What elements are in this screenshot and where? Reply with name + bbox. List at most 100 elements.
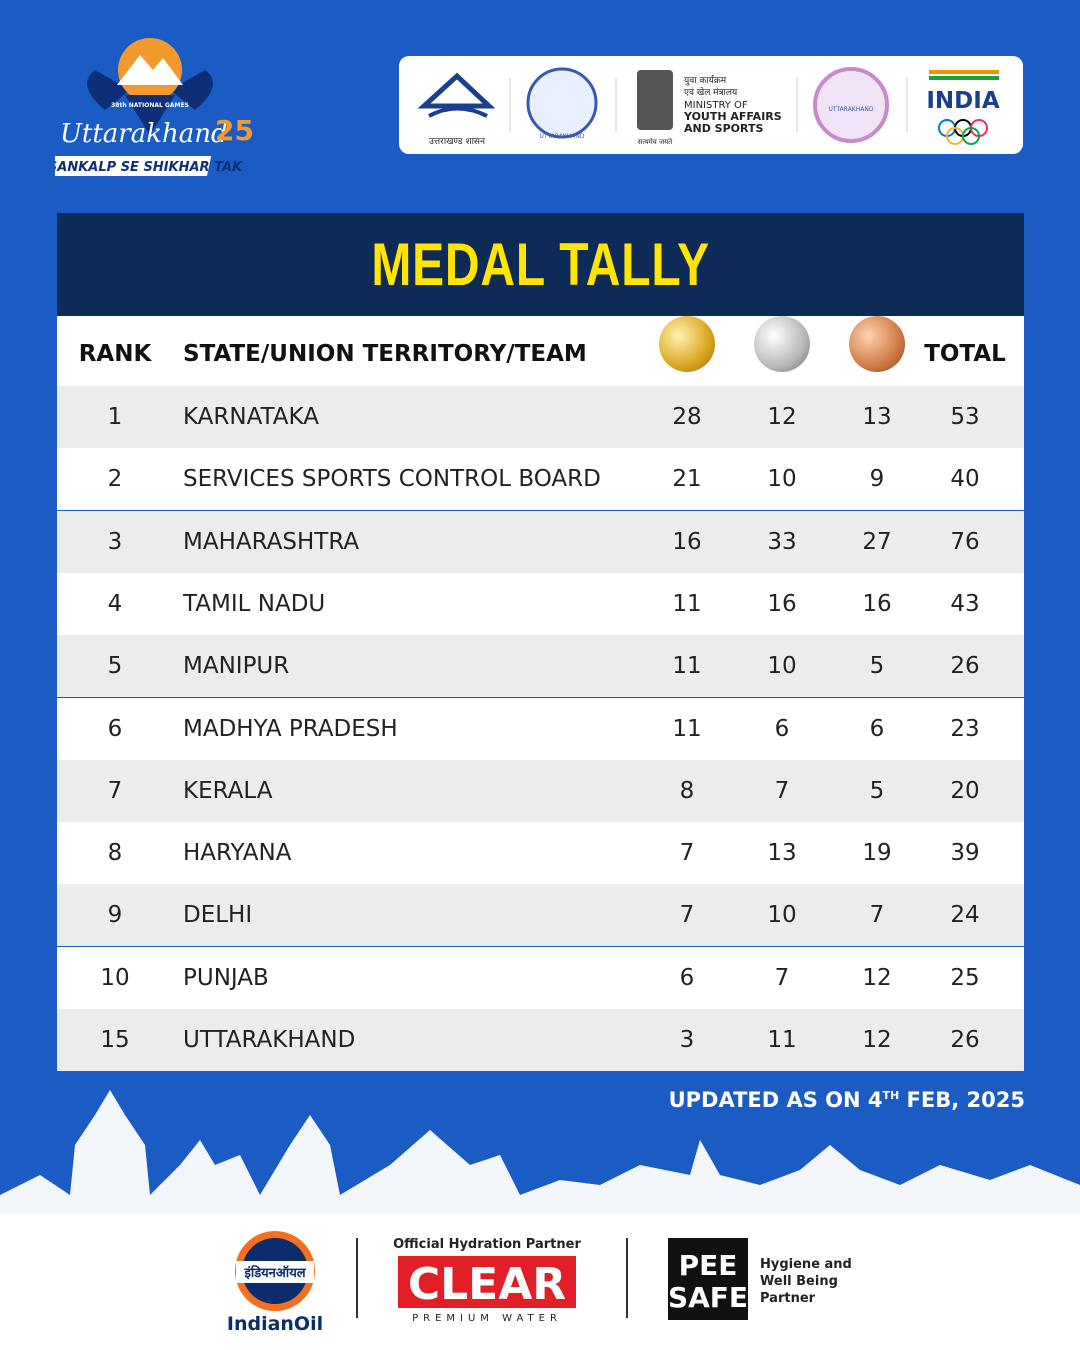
silver-cell: 33 [767,528,797,555]
rank-cell: 15 [100,1027,130,1053]
gold-medal-icon [659,316,715,372]
silver-cell: 12 [767,404,797,430]
peesafe-2: SAFE [668,1281,748,1314]
team-cell: TAMIL NADU [183,590,326,617]
header-team: STATE/UNION TERRITORY/TEAM [183,341,587,367]
peesafe-role-3: Partner [760,1291,816,1306]
team-cell: DELHI [183,902,253,929]
state-gov: उत्तराखण्ड शासन [429,137,486,147]
india: INDIA [926,88,999,114]
silver-cell: 7 [774,964,790,991]
bronze-medal-icon [849,316,905,372]
gold-cell: 28 [672,404,702,430]
total-cell: 23 [950,715,980,742]
silver-cell: 10 [767,466,797,493]
ministry-hindi-1: युवा कार्यक्रम [684,74,727,86]
header-total: TOTAL [924,341,1006,367]
team-cell: UTTARAKHAND [183,1027,356,1053]
updated-sup: TH [882,1089,900,1102]
bronze-cell: 19 [862,840,892,867]
bronze-cell: 5 [869,653,885,680]
table-row: 4 TAMIL NADU 11 16 16 43 [57,572,1024,635]
clear-sub: PREMIUM WATER [412,1313,562,1324]
logo-number: 25 [215,114,254,147]
table-row: 5 MANIPUR 11 10 5 26 [57,635,1024,698]
silver-cell: 10 [767,653,797,680]
total-cell: 24 [950,902,980,929]
updated-after: FEB, 2025 [899,1088,1025,1112]
table-row: 7 KERALA 8 7 5 20 [57,759,1024,822]
silver-medal-icon [754,316,810,372]
updated: UPDATED AS ON 4TH FEB, 2025 [669,1088,1025,1112]
gold-cell: 7 [679,902,695,929]
total-cell: 39 [950,840,980,867]
gold-cell: 11 [672,715,702,742]
team-cell: SERVICES SPORTS CONTROL BOARD [183,466,601,493]
rank-cell: 1 [107,404,123,430]
silver-cell: 16 [767,590,797,617]
gold-cell: 11 [672,590,702,617]
rank-cell: 5 [107,653,123,680]
indianoil: IndianOil [227,1313,323,1335]
rank-cell: 7 [107,777,123,804]
indianoil-hindi: इंडियनऑयल [243,1265,306,1281]
total-cell: 20 [950,777,980,804]
sponsors: इंडियनऑयल IndianOil Official Hydration P… [227,1231,852,1335]
gold-cell: 8 [679,777,695,804]
table-row: 9 DELHI 7 10 7 24 [57,884,1024,947]
ministry-hindi-2: एवं खेल मंत्रालय [684,86,738,98]
rank-cell: 10 [100,964,130,991]
silver-cell: 13 [767,840,797,867]
table-row: 2 SERVICES SPORTS CONTROL BOARD 21 10 9 40 [57,448,1024,511]
gold-cell: 3 [679,1027,695,1053]
table-header: RANK STATE/UNION TERRITORY/TEAM TOTAL [57,316,1024,386]
header-rank: RANK [78,341,152,367]
gold-cell: 7 [679,840,695,867]
team-cell: KARNATAKA [183,404,319,430]
ministry-3: AND SPORTS [684,122,763,135]
table-row: 1 KARNATAKA 28 12 13 53 [57,386,1024,448]
clear: CLEAR [408,1259,566,1310]
silver-cell: 11 [767,1027,797,1053]
total-cell: 43 [950,590,980,617]
team-cell: MANIPUR [183,653,290,680]
peesafe-role-1: Hygiene and [760,1257,852,1272]
bronze-cell: 9 [869,466,885,493]
team-cell: HARYANA [183,840,292,867]
table-row: 8 HARYANA 7 13 19 39 [57,822,1024,885]
bronze-cell: 5 [869,777,885,804]
rank-cell: 6 [107,715,123,742]
clear-role: Official Hydration Partner [393,1237,581,1252]
table-row: 10 PUNJAB 6 7 12 25 [57,946,1024,1009]
total-cell: 53 [950,404,980,430]
games-logo-text: UTTARAKHAND [540,133,585,140]
bronze-cell: 12 [862,964,892,991]
silver-cell: 10 [767,902,797,929]
total-cell: 26 [950,1027,980,1053]
logo-name: Uttarakhand [60,119,228,149]
ministry-2: YOUTH AFFAIRS [683,110,782,123]
partner-strip [399,56,1023,154]
total-cell: 26 [950,653,980,680]
total-cell: 25 [950,964,980,991]
games-logo: 38th NATIONAL GAMES Uttarakhand 25 SANKA… [55,38,254,176]
skyline [0,1090,1080,1215]
peesafe-role-2: Well Being [760,1274,838,1289]
edition: 38th NATIONAL GAMES [111,102,189,109]
total-cell: 40 [950,466,980,493]
peesafe-1: PEE [679,1249,738,1282]
bronze-cell: 16 [862,590,892,617]
gold-cell: 6 [679,964,695,991]
table-row: 3 MAHARASHTRA 16 33 27 76 [57,510,1024,573]
emblem-motto: सत्यमेव जयते [638,137,673,146]
title-text: MEDAL TALLY [371,231,710,298]
bronze-cell: 13 [862,404,892,430]
updated-before: UPDATED AS ON 4 [668,1088,883,1112]
team-cell: MADHYA PRADESH [183,715,398,742]
gold-cell: 21 [672,466,702,493]
gold-cell: 16 [672,528,702,555]
team-cell: MAHARASHTRA [183,528,360,555]
gold-cell: 11 [672,653,702,680]
table-row: 6 MADHYA PRADESH 11 6 6 23 [57,697,1024,760]
